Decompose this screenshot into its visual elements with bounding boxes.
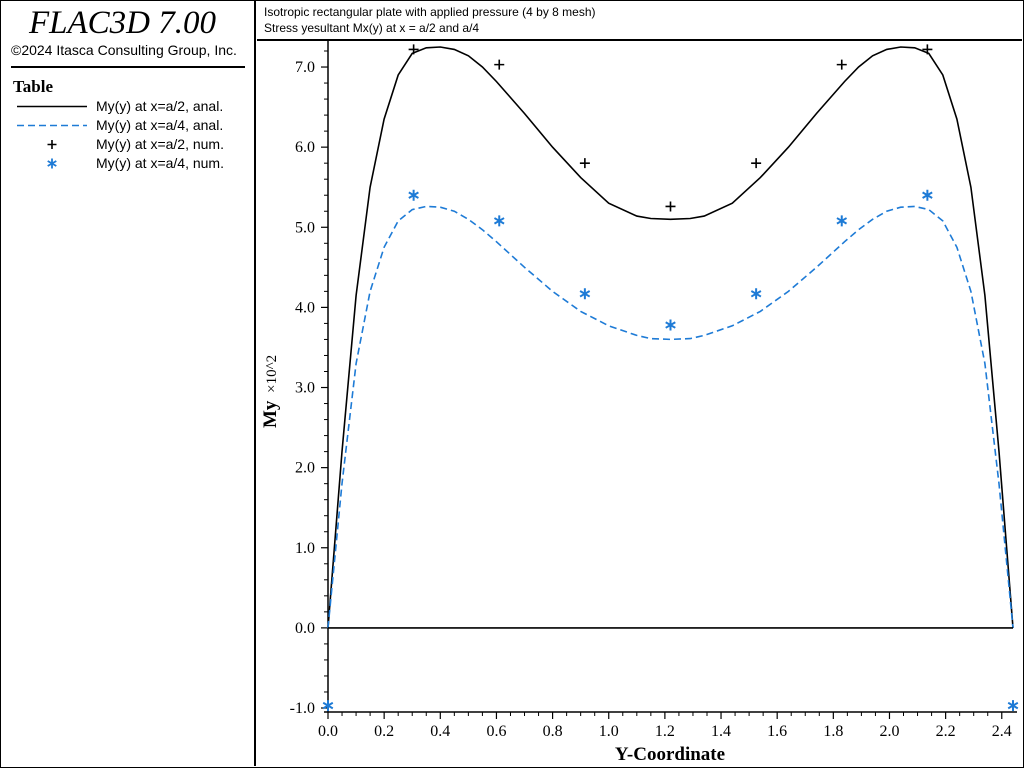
y-tick-label: 4.0: [295, 299, 315, 316]
sidebar-divider: [11, 66, 245, 68]
plus-data-point: [579, 158, 590, 169]
series-line-solid: [327, 46, 1014, 628]
solid-line-swatch-icon: [17, 105, 87, 108]
series-line-dashed: [327, 205, 1014, 628]
legend-item-a4-anal: My(y) at x=a/4, anal.: [1, 117, 251, 136]
plus-marker-icon: [47, 140, 57, 149]
sidebar-panel: FLAC3D 7.00 ©2024 Itasca Consulting Grou…: [1, 1, 256, 766]
plus-data-point: [836, 59, 847, 70]
asterisk-data-point: [1007, 700, 1019, 712]
x-tick-label: 2.4: [992, 723, 1012, 740]
x-tick-label: 2.2: [936, 723, 956, 740]
plot-header: Isotropic rectangular plate with applied…: [257, 1, 1022, 41]
x-tick-label: 1.0: [599, 723, 619, 740]
asterisk-data-point: [665, 319, 676, 331]
asterisk-data-point: [322, 700, 334, 712]
legend-item-a2-anal: My(y) at x=a/2, anal.: [1, 98, 251, 117]
x-tick-label: 0.4: [430, 723, 450, 740]
legend-item-a2-num: My(y) at x=a/2, num.: [1, 136, 251, 155]
legend-item-a4-num: My(y) at x=a/4, num.: [1, 155, 251, 174]
plus-data-point: [408, 44, 419, 55]
asterisk-data-point: [408, 189, 419, 201]
x-tick-label: 1.2: [655, 723, 675, 740]
legend-label: My(y) at x=a/2, num.: [96, 136, 224, 152]
app-title: FLAC3D 7.00: [29, 5, 217, 41]
x-axis-title: Y-Coordinate: [615, 744, 725, 765]
legend-title: Table: [13, 77, 54, 96]
y-tick-label: -1.0: [290, 700, 315, 717]
legend-label: My(y) at x=a/4, anal.: [96, 117, 224, 133]
x-tick-label: 1.8: [823, 723, 843, 740]
plus-data-point: [665, 201, 676, 212]
asterisk-data-point: [493, 215, 505, 227]
asterisk-marker-icon: [47, 158, 57, 169]
x-tick-label: 0.2: [374, 723, 394, 740]
x-tick-label: 1.4: [711, 723, 731, 740]
x-tick-label: 2.0: [879, 723, 899, 740]
x-tick-label: 0.8: [543, 723, 563, 740]
y-axis-title: My ×10^2: [260, 355, 281, 428]
y-tick-label: 0.0: [295, 620, 315, 637]
y-tick-label: 3.0: [295, 380, 315, 397]
asterisk-data-point: [836, 215, 848, 227]
plot-title: Isotropic rectangular plate with applied…: [264, 5, 596, 19]
legend-label: My(y) at x=a/4, num.: [96, 155, 224, 171]
copyright-text: ©2024 Itasca Consulting Group, Inc.: [11, 42, 237, 58]
x-tick-label: 0.6: [486, 723, 506, 740]
y-tick-label: 7.0: [295, 59, 315, 76]
plot-subtitle: Stress yesultant Mx(y) at x = a/2 and a/…: [264, 21, 480, 35]
y-tick-label: 2.0: [295, 460, 315, 477]
x-tick-label: 1.6: [767, 723, 787, 740]
plus-data-point: [751, 158, 762, 169]
plus-data-point: [922, 44, 933, 55]
y-tick-label: 1.0: [295, 540, 315, 557]
asterisk-data-point: [579, 288, 591, 300]
y-axis-title-suffix: ×10^2: [264, 355, 280, 393]
y-axis-title-main: My: [260, 400, 281, 428]
x-tick-label: 0.0: [318, 723, 338, 740]
asterisk-data-point: [922, 189, 933, 201]
dashed-line-swatch-icon: [17, 124, 87, 127]
y-tick-label: 6.0: [295, 139, 315, 156]
y-tick-label: 5.0: [295, 219, 315, 236]
legend-label: My(y) at x=a/2, anal.: [96, 98, 224, 114]
plus-data-point: [494, 59, 505, 70]
asterisk-data-point: [750, 288, 762, 300]
